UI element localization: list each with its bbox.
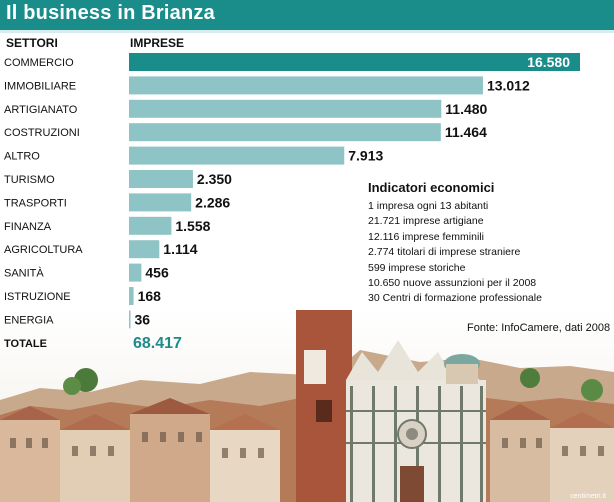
- indicators-box: Indicatori economici 1 impresa ogni 13 a…: [368, 180, 608, 307]
- data-label: 7.913: [348, 148, 383, 164]
- bar: [129, 310, 131, 329]
- category-label: COSTRUZIONI: [4, 127, 80, 139]
- bar: [129, 170, 193, 188]
- bar: [129, 146, 345, 165]
- bar: [129, 193, 192, 212]
- bar-chart: COMMERCIO 16.580 IMMOBILIARE 13.012 ARTIGIAN…: [4, 53, 580, 352]
- indicator-item: 1 impresa ogni 13 abitanti: [368, 200, 489, 212]
- category-label: ARTIGIANATO: [4, 104, 78, 116]
- category-label: AGRICOLTURA: [4, 244, 83, 256]
- data-label: 36: [135, 311, 151, 327]
- category-label: SANITÀ: [4, 267, 44, 280]
- bar: [129, 53, 580, 71]
- data-label: 1.558: [175, 218, 210, 234]
- title-bar: Il business in Brianza: [0, 0, 614, 30]
- category-header: SETTORI: [6, 36, 58, 50]
- bar: [129, 287, 134, 305]
- indicator-item: 10.650 nuove assunzioni per il 2008: [368, 277, 537, 290]
- page-title: Il business in Brianza: [6, 2, 215, 24]
- credit-label: centimetri.it: [570, 493, 606, 500]
- category-label: ALTRO: [4, 151, 40, 163]
- data-label: 13.012: [487, 77, 530, 93]
- category-label: TRASPORTI: [4, 197, 67, 209]
- bar: [129, 240, 160, 259]
- data-label: 11.480: [445, 101, 487, 117]
- category-label: COMMERCIO: [4, 57, 74, 69]
- indicator-item: 12.116 imprese femminili: [368, 230, 484, 243]
- category-label: FINANZA: [4, 221, 52, 233]
- bar: [129, 99, 442, 118]
- indicators-title: Indicatori economici: [368, 180, 495, 195]
- indicator-item: 599 imprese storiche: [368, 261, 466, 274]
- category-label: ISTRUZIONE: [4, 291, 71, 303]
- city-illustration: centimetri.it: [0, 310, 614, 502]
- data-label: 1.114: [163, 241, 197, 257]
- bar: [129, 216, 172, 235]
- category-label: ENERGIA: [4, 314, 54, 326]
- source-note: Fonte: InfoCamere, dati 2008: [467, 322, 611, 334]
- category-label: TURISMO: [4, 174, 55, 186]
- indicator-item: 21.721 imprese artigiane: [368, 215, 484, 228]
- indicator-item: 30 Centri di formazione professionale: [368, 292, 542, 305]
- data-label: 2.350: [197, 171, 232, 187]
- total-value: 68.417: [133, 335, 182, 352]
- indicator-item: 2.774 titolari di imprese straniere: [368, 246, 521, 259]
- total-label: TOTALE: [4, 338, 47, 350]
- bar: [129, 123, 441, 142]
- data-label: 16.580: [527, 54, 570, 70]
- bar: [129, 76, 483, 95]
- title-underline: [0, 30, 614, 33]
- data-label: 11.464: [445, 124, 487, 140]
- value-header: IMPRESE: [130, 36, 185, 50]
- data-label: 456: [145, 265, 169, 281]
- data-label: 168: [138, 288, 162, 304]
- category-label: IMMOBILIARE: [4, 80, 76, 92]
- data-label: 2.286: [195, 194, 230, 210]
- bar: [129, 263, 142, 282]
